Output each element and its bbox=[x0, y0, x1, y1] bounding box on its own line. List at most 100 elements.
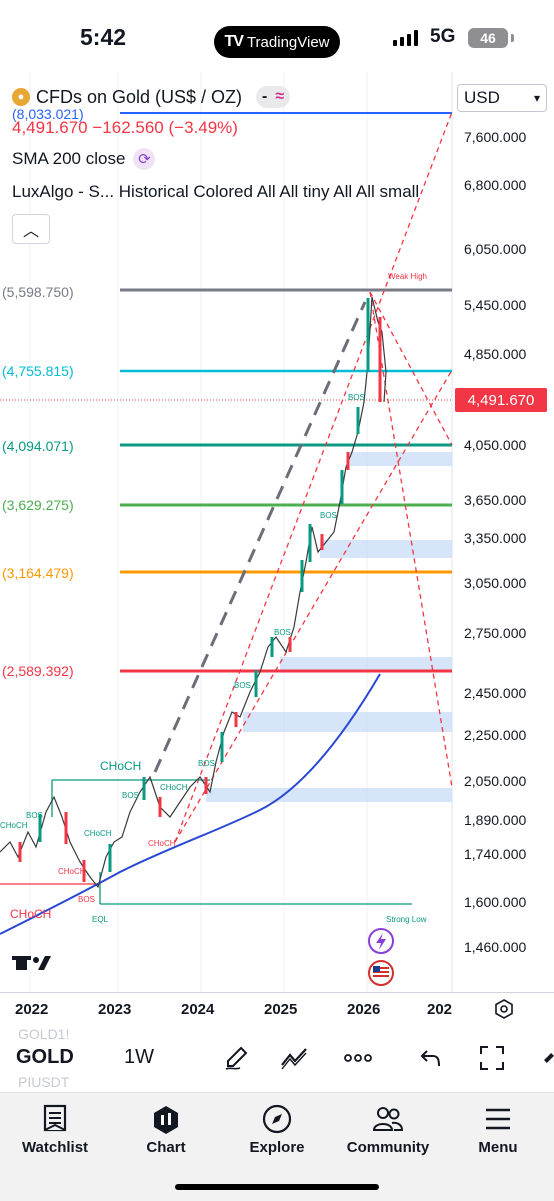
chart-toolbar: GOLD1! GOLD 1W PIUSDT bbox=[0, 1026, 554, 1092]
structure-lines bbox=[51, 779, 412, 905]
bos-label: BOS bbox=[320, 511, 337, 520]
pattern-tool-button[interactable] bbox=[276, 1040, 312, 1076]
chart-settings-button[interactable] bbox=[490, 995, 518, 1023]
bos-label: BOS bbox=[122, 791, 139, 800]
tradingview-logo-icon: TV bbox=[224, 33, 244, 50]
chart-area[interactable]: Weak High Strong Low EQL BOS BOS BOS BOS… bbox=[0, 72, 554, 992]
gold-logo-icon: ● bbox=[12, 88, 30, 106]
price-tick-label: 3,350.000 bbox=[464, 530, 526, 546]
weak-high-label: Weak High bbox=[388, 272, 427, 281]
choch-label: CHoCH bbox=[160, 783, 188, 792]
tab-explore[interactable]: Explore bbox=[227, 1103, 327, 1156]
fullscreen-icon bbox=[480, 1046, 504, 1070]
sma-label: SMA 200 close bbox=[12, 149, 126, 168]
legend-pill-buttons[interactable]: - ≈ bbox=[256, 86, 291, 108]
hexagon-settings-icon bbox=[495, 999, 513, 1019]
undo-button[interactable] bbox=[412, 1040, 448, 1076]
choch-label: CHoCH bbox=[148, 839, 176, 848]
price-series bbox=[0, 296, 387, 889]
time-grid bbox=[29, 72, 368, 992]
bos-label: BOS bbox=[274, 628, 291, 637]
price-axis[interactable]: 7,600.000 6,800.000 6,050.000 5,450.000 4,85… bbox=[464, 129, 526, 955]
chart-icon bbox=[116, 1103, 216, 1135]
tradingview-badge[interactable]: TV TradingView bbox=[214, 26, 340, 58]
price-tick-label: 1,890.000 bbox=[464, 812, 526, 828]
price-change-pct: (−3.49%) bbox=[168, 118, 238, 137]
community-icon bbox=[338, 1103, 438, 1135]
chevron-down-icon: ▾ bbox=[533, 91, 540, 105]
cell-signal-icon bbox=[393, 30, 418, 46]
battery-icon: 46 bbox=[468, 28, 508, 48]
price-tick-label: 7,600.000 bbox=[464, 129, 526, 145]
tab-chart[interactable]: Chart bbox=[116, 1103, 216, 1156]
tab-label: Menu bbox=[478, 1139, 518, 1156]
trendline-tools-icon bbox=[281, 1048, 307, 1070]
refresh-icon[interactable]: ⟳ bbox=[133, 148, 156, 170]
interval-button[interactable]: 1W bbox=[124, 1046, 154, 1068]
ghost-symbol-top: GOLD1! bbox=[18, 1026, 70, 1042]
price-tick-label: 4,850.000 bbox=[464, 346, 526, 362]
tab-menu[interactable]: Menu bbox=[448, 1103, 548, 1156]
level-value-label: (5,598.750) bbox=[2, 284, 74, 300]
price-tick-label: 2,050.000 bbox=[464, 773, 526, 789]
battery-cap bbox=[511, 34, 514, 42]
status-time: 5:42 bbox=[80, 24, 127, 50]
year-label: 2025 bbox=[264, 1001, 298, 1018]
tradingview-watermark-icon bbox=[12, 956, 51, 970]
price-tick-label: 2,450.000 bbox=[464, 685, 526, 701]
us-flag-icon[interactable] bbox=[368, 960, 394, 986]
luxalgo-indicator-row[interactable]: LuxAlgo - S... Historical Colored All Al… bbox=[12, 182, 420, 201]
tab-watchlist[interactable]: Watchlist bbox=[5, 1103, 105, 1156]
price-tick-label: 3,650.000 bbox=[464, 492, 526, 508]
price-tick-label: 1,740.000 bbox=[464, 846, 526, 862]
chevron-up-icon: ︿ bbox=[22, 223, 39, 240]
price-chart[interactable]: Weak High Strong Low EQL BOS BOS BOS BOS… bbox=[0, 72, 554, 992]
status-bar: 5:42 TV TradingView 5G 46 bbox=[0, 0, 554, 72]
level-value-label: (3,164.479) bbox=[2, 565, 74, 581]
level-value-label: (4,094.071) bbox=[2, 438, 74, 454]
network-type: 5G bbox=[430, 26, 456, 47]
choch-large-label: CHoCH bbox=[100, 759, 141, 773]
choch-label: CHoCH bbox=[0, 821, 28, 830]
tab-community[interactable]: Community bbox=[338, 1103, 438, 1156]
year-label: 202 bbox=[427, 1001, 453, 1018]
fullscreen-button[interactable] bbox=[474, 1040, 510, 1076]
tab-label: Explore bbox=[249, 1139, 305, 1156]
bottom-tab-bar: Watchlist Chart Explore Community Menu bbox=[0, 1092, 554, 1201]
price-tick-label: 3,050.000 bbox=[464, 575, 526, 591]
last-price-tag-label: 4,491.670 bbox=[468, 392, 535, 409]
currency-select[interactable]: USD ▾ bbox=[457, 84, 547, 112]
symbol-title: CFDs on Gold (US$ / OZ) bbox=[36, 86, 243, 107]
price-tick-label: 6,050.000 bbox=[464, 241, 526, 257]
time-axis[interactable]: 2022 2023 2024 2025 2026 202 bbox=[0, 992, 554, 1027]
price-tick-label: 1,460.000 bbox=[464, 939, 526, 955]
price-change: −162.560 bbox=[92, 118, 164, 137]
undo-icon bbox=[420, 1050, 440, 1067]
gray-dashed-trendline bbox=[153, 301, 367, 773]
more-tools-button[interactable] bbox=[340, 1040, 376, 1076]
bos-label: BOS bbox=[234, 681, 251, 690]
choch-label: CHoCH bbox=[84, 829, 112, 838]
year-label: 2023 bbox=[98, 1001, 132, 1018]
ghost-symbol-bottom: PIUSDT bbox=[18, 1074, 70, 1090]
more-dots-icon bbox=[344, 1054, 372, 1062]
legend-compare-button[interactable]: ≈ bbox=[275, 88, 285, 105]
symbol-button[interactable]: GOLD bbox=[16, 1046, 74, 1068]
last-price-tag bbox=[455, 388, 547, 412]
compass-icon bbox=[227, 1103, 327, 1135]
bos-label: BOS bbox=[78, 895, 95, 904]
draw-tool-button[interactable] bbox=[218, 1040, 254, 1076]
legend-minus-button[interactable]: - bbox=[262, 88, 268, 105]
bos-label: BOS bbox=[198, 759, 215, 768]
level-labels: (5,598.750) (4,755.815) (4,094.071) (3,629.… bbox=[2, 284, 74, 679]
lightning-icon[interactable] bbox=[368, 928, 394, 954]
collapse-legend-button[interactable]: ︿ bbox=[12, 214, 50, 244]
sma-200-curve bbox=[0, 673, 381, 935]
candles bbox=[18, 298, 382, 882]
choch-red-large-label: CHoCH bbox=[10, 907, 51, 921]
year-label: 2022 bbox=[15, 1001, 49, 1018]
level-value-label: (3,629.275) bbox=[2, 497, 74, 513]
bos-label: BOS bbox=[26, 811, 43, 820]
symbol-legend[interactable]: ● CFDs on Gold (US$ / OZ) - ≈ bbox=[12, 86, 291, 108]
sma-indicator-row[interactable]: SMA 200 close ⟳ bbox=[12, 148, 156, 170]
